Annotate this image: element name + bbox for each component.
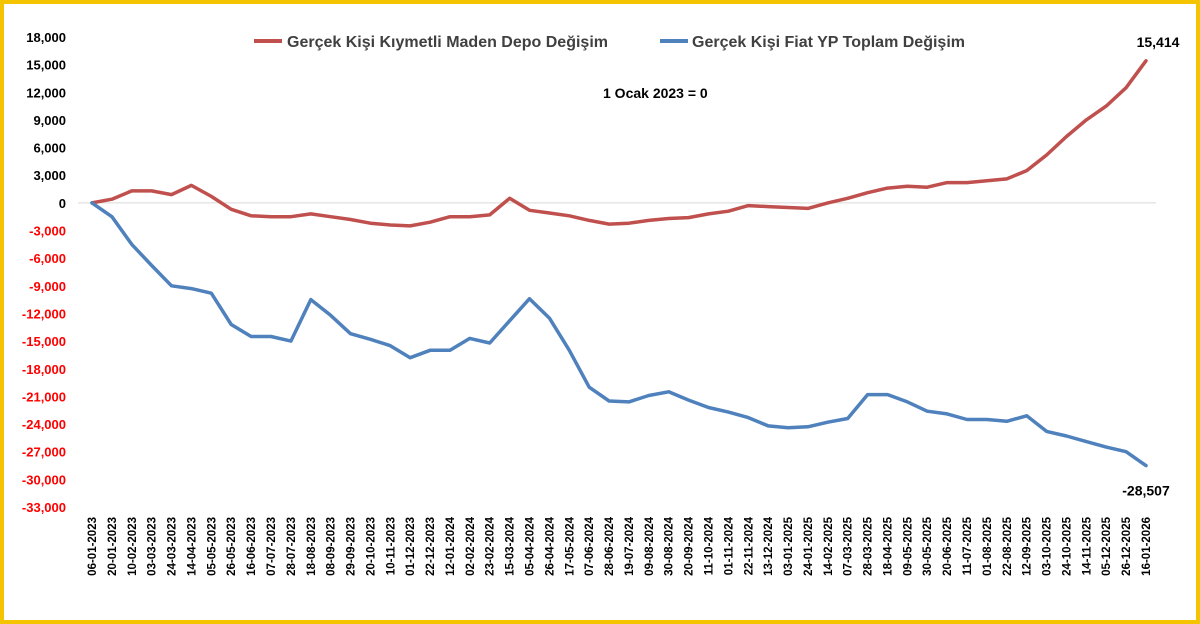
x-tick-label: 03-03-2023: [147, 517, 159, 576]
y-tick-label: -12,000: [22, 306, 66, 321]
series-lines: [90, 59, 1148, 468]
x-tick-label: 19-07-2024: [624, 516, 636, 575]
x-tick-label: 28-07-2023: [286, 517, 298, 576]
x-tick-label: 18-08-2023: [306, 517, 318, 576]
y-tick-label: -21,000: [22, 389, 66, 404]
y-tick-label: -30,000: [22, 472, 66, 487]
x-tick-label: 24-10-2025: [1061, 516, 1073, 575]
y-tick-label: 15,000: [26, 58, 66, 73]
x-tick-label: 02-02-2024: [465, 516, 477, 575]
x-tick-label: 05-12-2025: [1101, 516, 1113, 575]
x-tick-label: 07-03-2025: [843, 516, 855, 575]
x-tick-label: 18-04-2025: [882, 516, 894, 575]
x-tick-label: 11-07-2025: [962, 516, 974, 575]
legend: Gerçek Kişi Kıymetli Maden Depo Değişim …: [254, 34, 965, 51]
x-tick-label: 06-01-2023: [87, 517, 99, 576]
x-tick-label: 22-08-2025: [1002, 516, 1014, 575]
y-tick-label: 0: [59, 196, 66, 211]
series-1-end-label: 15,414: [1137, 34, 1180, 50]
x-tick-label: 26-12-2025: [1121, 516, 1133, 575]
x-tick-label: 12-01-2024: [445, 516, 457, 575]
series-line-1: [90, 59, 1148, 228]
x-tick-label: 22-11-2024: [743, 516, 755, 575]
x-tick-label: 28-06-2024: [604, 516, 616, 575]
y-tick-label: -9,000: [29, 279, 66, 294]
legend-label-series-1: Gerçek Kişi Kıymetli Maden Depo Değişim: [287, 34, 608, 51]
x-tick-label: 17-05-2024: [564, 516, 576, 575]
x-tick-label: 24-01-2025: [803, 516, 815, 575]
x-tick-label: 24-03-2023: [167, 517, 179, 576]
y-tick-label: 18,000: [26, 30, 66, 45]
y-tick-label: -18,000: [22, 362, 66, 377]
x-tick-label: 09-05-2025: [902, 516, 914, 575]
x-axis-tick-labels: 06-01-2023 20-01-2023 10-02-2023 03-03-2023…: [87, 516, 1153, 575]
x-tick-label: 16-01-2026: [1141, 517, 1153, 576]
x-tick-label: 11-10-2024: [703, 516, 715, 575]
y-tick-label: -3,000: [29, 224, 66, 239]
x-tick-label: 01-11-2024: [723, 516, 735, 575]
x-tick-label: 05-05-2023: [206, 517, 218, 576]
x-tick-label: 07-06-2024: [584, 516, 596, 575]
y-tick-label: 9,000: [33, 113, 66, 128]
series-2-end-label: -28,507: [1122, 483, 1170, 499]
x-tick-label: 20-01-2023: [107, 517, 119, 576]
x-tick-label: 10-11-2023: [385, 517, 397, 575]
y-tick-label: -24,000: [22, 417, 66, 432]
x-tick-label: 23-02-2024: [485, 516, 497, 575]
legend-label-series-2: Gerçek Kişi Fiat YP Toplam Değişim: [692, 34, 965, 51]
x-tick-label: 14-11-2025: [1081, 516, 1093, 575]
x-tick-label: 26-04-2024: [544, 516, 556, 575]
x-tick-label: 29-09-2023: [346, 517, 358, 576]
baseline-annotation: 1 Ocak 2023 = 0: [603, 85, 708, 101]
x-tick-label: 12-09-2025: [1022, 516, 1034, 575]
series-line-2: [90, 201, 1148, 468]
x-tick-label: 14-02-2025: [823, 516, 835, 575]
x-tick-label: 03-10-2025: [1042, 516, 1054, 575]
x-tick-label: 10-02-2023: [127, 517, 139, 576]
y-tick-label: 6,000: [33, 141, 66, 156]
y-tick-label: 12,000: [26, 85, 66, 100]
x-tick-label: 30-05-2025: [922, 516, 934, 575]
x-tick-label: 08-09-2023: [326, 517, 338, 576]
x-tick-label: 01-12-2023: [405, 517, 417, 576]
x-tick-label: 15-03-2024: [505, 516, 517, 575]
x-tick-label: 07-07-2023: [266, 517, 278, 576]
x-tick-label: 09-08-2024: [644, 516, 656, 575]
y-tick-label: -33,000: [22, 500, 66, 515]
y-tick-label: 3,000: [33, 168, 66, 183]
y-axis-tick-labels: 18,000 15,000 12,000 9,000 6,000 3,000 0 -3,000…: [22, 30, 66, 515]
x-tick-label: 20-06-2025: [942, 516, 954, 575]
y-tick-label: -15,000: [22, 334, 66, 349]
x-tick-label: 28-03-2025: [863, 516, 875, 575]
x-tick-label: 30-08-2024: [664, 516, 676, 575]
x-tick-label: 20-10-2023: [365, 517, 377, 576]
x-tick-label: 20-09-2024: [684, 516, 696, 575]
x-tick-label: 22-12-2023: [425, 517, 437, 576]
y-tick-label: -27,000: [22, 445, 66, 460]
x-tick-label: 16-06-2023: [246, 517, 258, 576]
x-tick-label: 03-01-2025: [783, 516, 795, 575]
x-tick-label: 14-04-2023: [186, 517, 198, 576]
x-tick-label: 01-08-2025: [982, 516, 994, 575]
x-tick-label: 26-05-2023: [226, 517, 238, 576]
y-tick-label: -6,000: [29, 251, 66, 266]
x-tick-label: 13-12-2024: [763, 516, 775, 575]
x-tick-label: 05-04-2024: [525, 516, 537, 575]
